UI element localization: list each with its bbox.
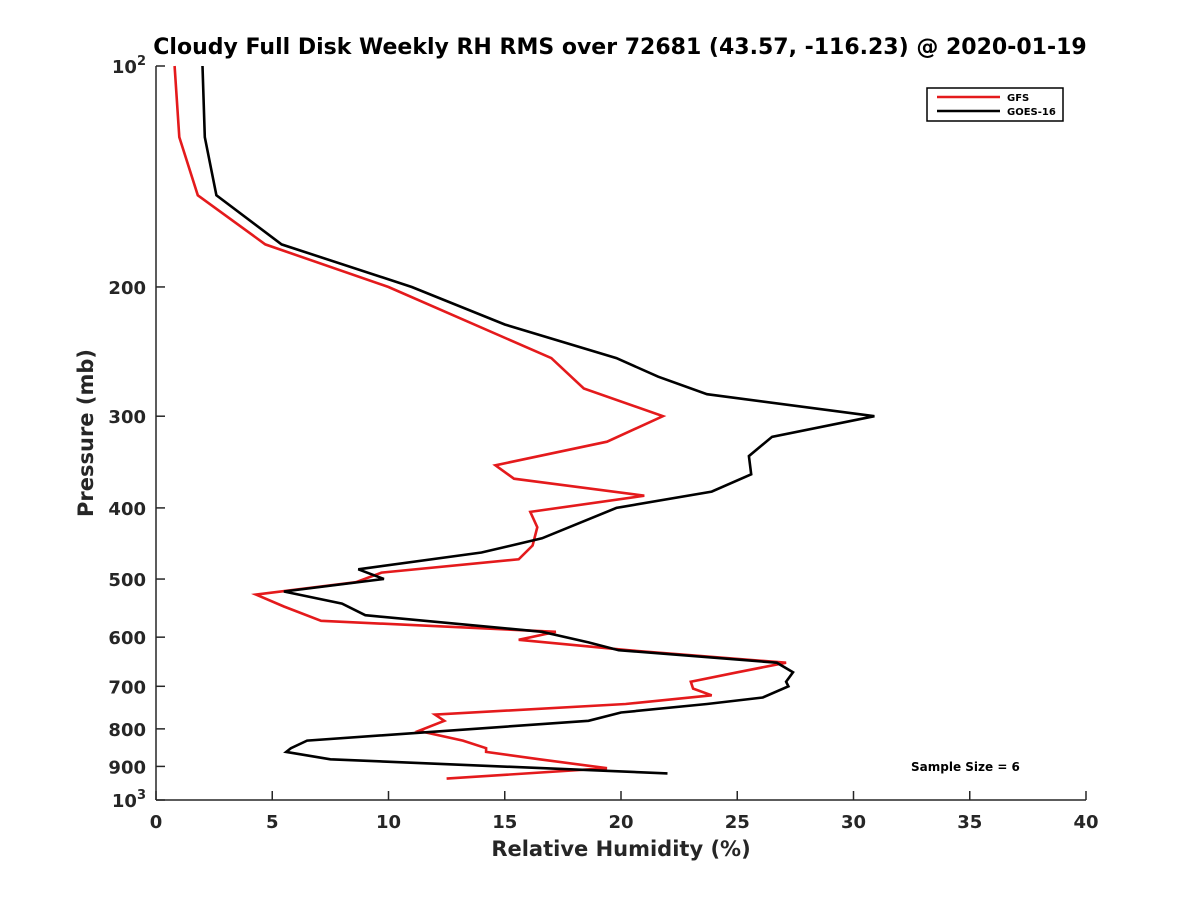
y-tick-label: 103 <box>112 788 146 812</box>
x-tick-label: 10 <box>376 812 401 833</box>
y-tick-label: 900 <box>108 757 146 778</box>
x-ticks: 0 5 10 15 20 25 30 35 40 <box>150 791 1099 833</box>
legend-label-gfs: GFS <box>1007 93 1029 104</box>
x-tick-label: 0 <box>150 812 163 833</box>
sample-size-annotation: Sample Size = 6 <box>911 760 1020 774</box>
y-tick-label: 102 <box>112 54 146 78</box>
x-tick-label: 30 <box>841 812 866 833</box>
y-tick-label: 800 <box>108 720 146 741</box>
series-line-gfs <box>173 65 787 780</box>
x-tick-label: 35 <box>957 812 982 833</box>
x-tick-label: 40 <box>1073 812 1098 833</box>
y-tick-label: 600 <box>108 628 146 649</box>
legend-box <box>926 87 1064 122</box>
x-tick-label: 15 <box>492 812 517 833</box>
series-line-goes16 <box>201 65 875 775</box>
y-tick-label: 700 <box>108 677 146 698</box>
y-tick-label: 400 <box>108 499 146 520</box>
x-tick-label: 20 <box>608 812 633 833</box>
x-tick-label: 25 <box>725 812 750 833</box>
chart-title: Cloudy Full Disk Weekly RH RMS over 7268… <box>153 35 1086 60</box>
y-axis-label: Pressure (mb) <box>74 349 98 517</box>
series-layer <box>173 65 875 780</box>
x-tick-label: 5 <box>266 812 279 833</box>
y-tick-label: 500 <box>108 570 146 591</box>
y-tick-label: 300 <box>108 407 146 428</box>
legend: GFS GOES-16 <box>926 87 1064 122</box>
legend-label-goes16: GOES-16 <box>1007 107 1056 118</box>
y-ticks: 102 200 300 400 500 600 700 800 900 103 <box>108 54 165 812</box>
y-tick-label: 200 <box>108 278 146 299</box>
x-axis-label: Relative Humidity (%) <box>491 837 750 861</box>
